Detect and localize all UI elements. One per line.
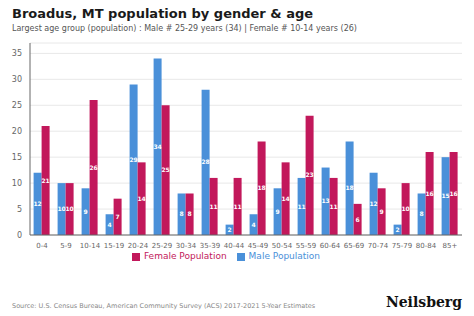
- svg-text:8: 8: [188, 210, 192, 217]
- svg-text:9: 9: [276, 208, 280, 215]
- svg-text:16: 16: [449, 190, 457, 197]
- svg-text:75-79: 75-79: [392, 242, 412, 250]
- svg-text:34: 34: [153, 143, 161, 150]
- svg-text:4: 4: [252, 221, 256, 228]
- svg-text:35-39: 35-39: [200, 242, 220, 250]
- svg-text:35: 35: [12, 49, 22, 58]
- svg-text:11: 11: [233, 203, 241, 210]
- svg-text:45-49: 45-49: [248, 242, 268, 250]
- svg-text:26: 26: [89, 164, 97, 171]
- svg-text:30-34: 30-34: [176, 242, 197, 250]
- svg-text:25: 25: [161, 166, 169, 173]
- html-text:Broadus, MT population by gend: Broadus, MT population by gender & age: [12, 6, 313, 21]
- svg-text:80-84: 80-84: [416, 242, 437, 250]
- svg-text:25-29: 25-29: [152, 242, 172, 250]
- svg-text:5: 5: [17, 205, 22, 214]
- svg-text:11: 11: [209, 203, 217, 210]
- svg-text:14: 14: [137, 195, 145, 202]
- svg-text:20: 20: [12, 127, 22, 136]
- html-text:Largest age group (population): Largest age group (population) : Male # …: [12, 24, 357, 33]
- svg-text:15: 15: [12, 153, 22, 162]
- svg-text:10: 10: [65, 205, 73, 212]
- svg-text:5-9: 5-9: [60, 242, 71, 250]
- html-text:Source: U.S. Census Bureau, Am: Source: U.S. Census Bureau, American Com…: [12, 302, 316, 310]
- svg-text:70-74: 70-74: [368, 242, 389, 250]
- svg-text:8: 8: [420, 210, 424, 217]
- svg-text:25: 25: [12, 101, 22, 110]
- svg-text:2: 2: [228, 226, 232, 233]
- svg-text:12: 12: [33, 200, 41, 207]
- svg-text:85+: 85+: [443, 242, 458, 250]
- html-text:Neilsberg: Neilsberg: [385, 294, 462, 310]
- html-text:Male Population: Male Population: [248, 251, 321, 261]
- svg-text:4: 4: [108, 221, 112, 228]
- svg-text:10-14: 10-14: [80, 242, 101, 250]
- svg-text:29: 29: [129, 156, 137, 163]
- html-text:Female Population: Female Population: [143, 251, 227, 261]
- svg-text:6: 6: [356, 216, 360, 223]
- svg-text:14: 14: [281, 195, 289, 202]
- svg-text:11: 11: [297, 203, 305, 210]
- svg-text:8: 8: [180, 210, 184, 217]
- svg-text:60-64: 60-64: [320, 242, 341, 250]
- svg-text:28: 28: [201, 158, 209, 165]
- svg-text:9: 9: [84, 208, 88, 215]
- svg-text:0: 0: [17, 231, 22, 240]
- svg-text:40-44: 40-44: [224, 242, 245, 250]
- svg-text:2: 2: [396, 226, 400, 233]
- svg-text:10: 10: [401, 205, 409, 212]
- svg-text:23: 23: [305, 171, 313, 178]
- svg-text:50-54: 50-54: [272, 242, 293, 250]
- svg-text:0-4: 0-4: [36, 242, 48, 250]
- svg-text:7: 7: [116, 213, 120, 220]
- svg-text:12: 12: [369, 200, 377, 207]
- svg-text:10: 10: [57, 205, 66, 213]
- svg-text:55-59: 55-59: [296, 242, 316, 250]
- svg-text:18: 18: [257, 184, 265, 191]
- svg-text:30: 30: [12, 75, 22, 84]
- svg-text:21: 21: [41, 177, 49, 184]
- svg-text:20-24: 20-24: [128, 242, 149, 250]
- svg-text:11: 11: [329, 203, 337, 210]
- svg-text:10: 10: [12, 179, 22, 188]
- svg-text:13: 13: [321, 197, 330, 205]
- svg-text:15: 15: [441, 192, 450, 200]
- svg-text:65-69: 65-69: [344, 242, 364, 250]
- svg-text:9: 9: [380, 208, 384, 215]
- svg-text:16: 16: [425, 190, 433, 197]
- svg-text:18: 18: [345, 184, 353, 191]
- svg-text:15-19: 15-19: [104, 242, 124, 250]
